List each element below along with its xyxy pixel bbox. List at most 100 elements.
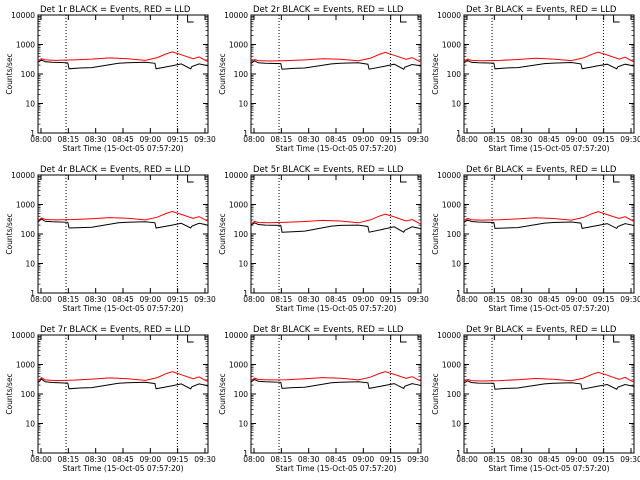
x-axis-label: Start Time (15-Oct-05 07:57:20) (62, 464, 183, 473)
series-lld-line (463, 211, 635, 222)
x-tick-label: 09:30 (194, 455, 216, 464)
series-events-line (463, 59, 635, 70)
y-tick-label: 1000 (16, 361, 35, 370)
x-tick-label: 08:00 (456, 295, 478, 304)
y-tick-label: 1 (243, 289, 248, 298)
chart-title: Det 4r BLACK = Events, RED = LLD (40, 165, 191, 175)
x-axis-label: Start Time (15-Oct-05 07:57:20) (62, 144, 183, 153)
x-tick-label: 09:15 (380, 135, 402, 144)
chart-title: Det 8r BLACK = Events, RED = LLD (253, 325, 404, 335)
x-tick-label: 08:00 (243, 135, 265, 144)
y-tick-label: 10000 (11, 331, 35, 340)
y-tick-label: 10 (238, 260, 248, 269)
y-tick-label: 100 (447, 70, 462, 79)
x-axis-label: Start Time (15-Oct-05 07:57:20) (488, 144, 609, 153)
chart-title: Det 5r BLACK = Events, RED = LLD (253, 165, 404, 175)
y-tick-label: 1000 (229, 201, 248, 210)
plot-frame (37, 14, 209, 134)
x-tick-label: 08:15 (484, 295, 506, 304)
panel-det-9: Det 9r BLACK = Events, RED = LLD 1 10 100 10… (431, 325, 640, 473)
plot-frame (250, 334, 422, 454)
y-tick-label: 10 (238, 100, 248, 109)
x-tick-label: 09:15 (167, 455, 189, 464)
y-axis-label: Counts/sec (431, 213, 440, 254)
x-tick-label: 09:30 (620, 295, 640, 304)
y-tick-label: 100 (21, 390, 36, 399)
x-tick-label: 08:45 (325, 455, 347, 464)
y-tick-label: 1000 (442, 201, 461, 210)
y-tick-label: 1 (456, 129, 461, 138)
x-tick-label: 09:00 (353, 295, 375, 304)
series-events-line (250, 222, 422, 233)
interval-bracket (613, 175, 620, 183)
x-tick-label: 09:30 (620, 135, 640, 144)
series-events-line (463, 380, 635, 390)
y-tick-label: 100 (234, 390, 249, 399)
y-tick-label: 10000 (224, 171, 248, 180)
x-tick-label: 09:00 (566, 455, 588, 464)
y-tick-label: 1000 (442, 361, 461, 370)
x-tick-label: 09:15 (167, 295, 189, 304)
plot-frame (250, 14, 422, 134)
panel-det-4: Det 4r BLACK = Events, RED = LLD 1 10 100 10… (5, 165, 216, 313)
chart-title: Det 1r BLACK = Events, RED = LLD (40, 5, 191, 15)
y-tick-label: 100 (21, 230, 36, 239)
x-tick-label: 09:30 (407, 455, 429, 464)
y-tick-label: 1 (30, 449, 35, 458)
y-axis-label: Counts/sec (5, 53, 14, 94)
y-axis-label: Counts/sec (218, 213, 227, 254)
y-tick-label: 100 (447, 390, 462, 399)
interval-bracket (187, 335, 194, 343)
x-axis-label: Start Time (15-Oct-05 07:57:20) (275, 304, 396, 313)
x-tick-label: 08:45 (325, 135, 347, 144)
chart-title: Det 2r BLACK = Events, RED = LLD (253, 5, 404, 15)
y-tick-label: 10000 (224, 11, 248, 20)
chart-title: Det 3r BLACK = Events, RED = LLD (466, 5, 617, 15)
x-tick-label: 09:30 (194, 295, 216, 304)
x-tick-label: 08:30 (85, 135, 107, 144)
y-axis-label: Counts/sec (5, 373, 14, 414)
y-tick-label: 1 (243, 129, 248, 138)
y-tick-label: 10 (451, 420, 461, 429)
y-tick-label: 10000 (11, 11, 35, 20)
x-tick-label: 08:15 (58, 295, 80, 304)
x-axis-label: Start Time (15-Oct-05 07:57:20) (488, 304, 609, 313)
y-axis-label: Counts/sec (431, 53, 440, 94)
series-events-line (37, 59, 209, 70)
x-tick-label: 09:00 (566, 295, 588, 304)
x-tick-label: 09:30 (620, 455, 640, 464)
x-tick-label: 09:15 (593, 455, 615, 464)
x-tick-label: 08:15 (484, 135, 506, 144)
x-tick-label: 08:30 (298, 135, 320, 144)
y-tick-label: 10 (25, 260, 35, 269)
y-tick-label: 10 (451, 100, 461, 109)
x-tick-label: 09:15 (167, 135, 189, 144)
y-tick-label: 100 (234, 230, 249, 239)
series-events-line (250, 378, 422, 390)
x-tick-label: 09:30 (194, 135, 216, 144)
y-axis-label: Counts/sec (218, 373, 227, 414)
x-tick-label: 09:00 (140, 295, 162, 304)
series-events-line (250, 60, 422, 70)
series-lld-line (463, 371, 635, 383)
x-tick-label: 08:45 (538, 455, 560, 464)
x-tick-label: 08:45 (538, 295, 560, 304)
x-tick-label: 08:00 (243, 295, 265, 304)
interval-bracket (400, 15, 407, 23)
y-tick-label: 10 (451, 260, 461, 269)
x-tick-label: 09:00 (353, 455, 375, 464)
y-axis-label: Counts/sec (5, 213, 14, 254)
series-lld-line (37, 51, 209, 63)
y-tick-label: 10000 (437, 171, 461, 180)
x-tick-label: 09:15 (593, 295, 615, 304)
x-tick-label: 09:15 (593, 135, 615, 144)
x-tick-label: 08:15 (58, 455, 80, 464)
y-tick-label: 10 (238, 420, 248, 429)
y-tick-label: 10000 (224, 331, 248, 340)
y-tick-label: 1000 (16, 201, 35, 210)
x-tick-label: 08:00 (456, 135, 478, 144)
x-tick-label: 08:15 (58, 135, 80, 144)
x-axis-label: Start Time (15-Oct-05 07:57:20) (275, 464, 396, 473)
x-tick-label: 08:30 (511, 295, 533, 304)
